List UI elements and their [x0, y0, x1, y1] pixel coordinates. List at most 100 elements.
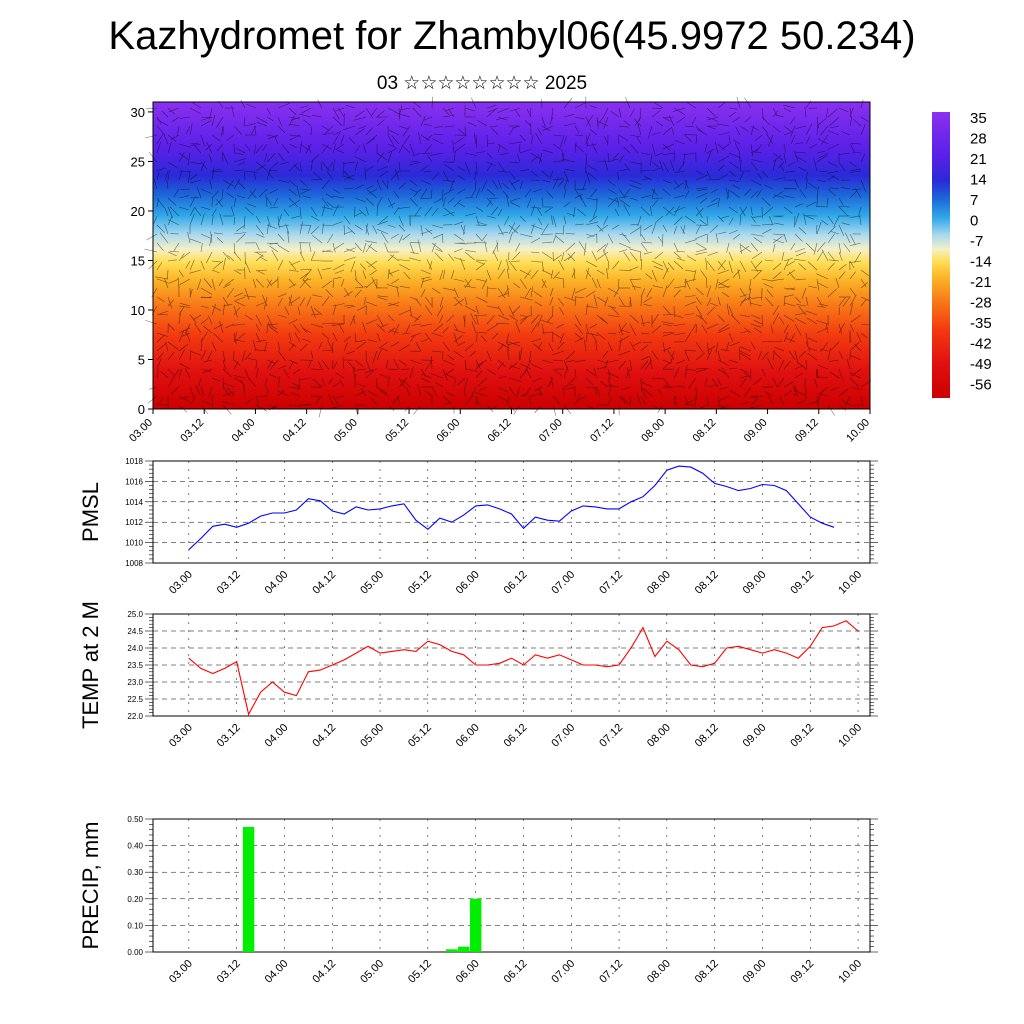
wind-barb — [255, 224, 264, 236]
ytick-label: 23.0 — [127, 678, 143, 687]
wind-barb — [750, 147, 760, 154]
wind-barb — [431, 188, 433, 199]
wind-barb — [717, 377, 722, 387]
wind-barb — [288, 107, 297, 116]
wind-barb — [457, 341, 466, 347]
wind-barb — [334, 269, 345, 274]
wind-barb — [409, 197, 419, 207]
wind-barb — [550, 287, 554, 297]
wind-barb — [643, 388, 653, 397]
wind-barb — [266, 404, 277, 409]
wind-barb — [247, 188, 257, 200]
wind-barb — [808, 347, 818, 352]
wind-barb — [269, 245, 279, 253]
wind-barb — [818, 376, 829, 379]
wind-barb — [684, 350, 690, 362]
wind-barb — [739, 401, 749, 406]
wind-barb — [288, 116, 300, 120]
wind-barb — [706, 150, 712, 163]
wind-barb — [584, 339, 587, 352]
wind-barb — [508, 404, 516, 412]
wind-barb — [496, 323, 510, 325]
wind-barb — [431, 208, 439, 217]
wind-barb — [805, 242, 816, 252]
wind-barb — [460, 257, 466, 271]
wind-barb — [764, 184, 774, 190]
wind-barb — [453, 137, 464, 145]
wind-barb — [486, 215, 496, 219]
wind-barb — [772, 152, 784, 161]
wind-barb — [321, 223, 324, 235]
wind-barb — [486, 108, 496, 118]
wind-barb — [317, 99, 323, 109]
wind-barb — [753, 269, 763, 280]
wind-barb — [280, 161, 290, 165]
wind-barb — [828, 259, 840, 262]
wind-barb — [717, 395, 721, 407]
wind-barb — [732, 116, 741, 123]
wind-barb — [821, 220, 829, 226]
wind-barb — [716, 123, 730, 127]
wind-barb — [618, 269, 632, 271]
wind-barb — [779, 395, 785, 406]
wind-barb — [246, 103, 257, 109]
wind-barb — [497, 376, 507, 379]
wind-barb — [305, 143, 312, 154]
wind-barb — [849, 143, 855, 152]
wind-barb — [706, 170, 711, 179]
wind-barb — [751, 159, 763, 163]
wind-barb — [200, 350, 207, 361]
wind-barb — [740, 244, 752, 253]
xtick-label: 09.12 — [788, 958, 816, 986]
wind-barb — [189, 350, 202, 356]
ytick-label: 23.5 — [127, 661, 143, 670]
wind-barb — [507, 349, 510, 361]
wind-barb — [530, 269, 539, 280]
wind-barb — [448, 108, 455, 118]
wind-barb — [772, 305, 780, 316]
wind-barb — [288, 296, 293, 307]
wind-barb — [497, 292, 509, 298]
wind-barb — [431, 242, 436, 253]
wind-barb — [288, 332, 292, 342]
wind-barb — [850, 314, 862, 323]
wind-barb — [398, 143, 404, 154]
wind-barb — [233, 361, 239, 370]
xtick-label: 04.00 — [263, 722, 291, 750]
wind-barb — [621, 232, 631, 244]
wind-barb — [203, 325, 213, 334]
wind-barb — [737, 269, 741, 280]
wind-barb — [497, 145, 501, 154]
wind-barb — [321, 161, 330, 172]
wind-barb — [616, 196, 620, 208]
wind-barb — [649, 357, 653, 370]
wind-barb — [219, 320, 224, 334]
wind-barb — [777, 377, 785, 387]
heatmap-xtick-label: 09.12 — [793, 417, 821, 445]
wind-barb — [266, 197, 272, 206]
wind-barb — [250, 125, 257, 135]
wind-barb — [464, 161, 471, 175]
wind-barb — [387, 143, 397, 148]
wind-barb — [829, 125, 840, 129]
wind-barb — [184, 367, 191, 379]
wind-barb — [357, 125, 367, 130]
wind-barb — [365, 197, 375, 206]
wind-barb — [519, 278, 527, 289]
wind-barb — [634, 118, 642, 127]
wind-barb — [255, 215, 261, 224]
wind-barb — [585, 305, 598, 309]
xtick-label: 05.00 — [358, 569, 386, 597]
wind-barb — [829, 359, 840, 362]
wind-barb — [764, 297, 774, 307]
wind-barb — [346, 350, 356, 355]
wind-barb — [785, 337, 796, 343]
wind-barb — [662, 285, 668, 298]
wind-barb — [167, 352, 175, 361]
wind-barb — [827, 175, 835, 181]
wind-barb — [354, 128, 365, 136]
wind-barb — [519, 169, 530, 172]
wind-barb — [586, 164, 598, 172]
wind-barb — [318, 361, 323, 370]
